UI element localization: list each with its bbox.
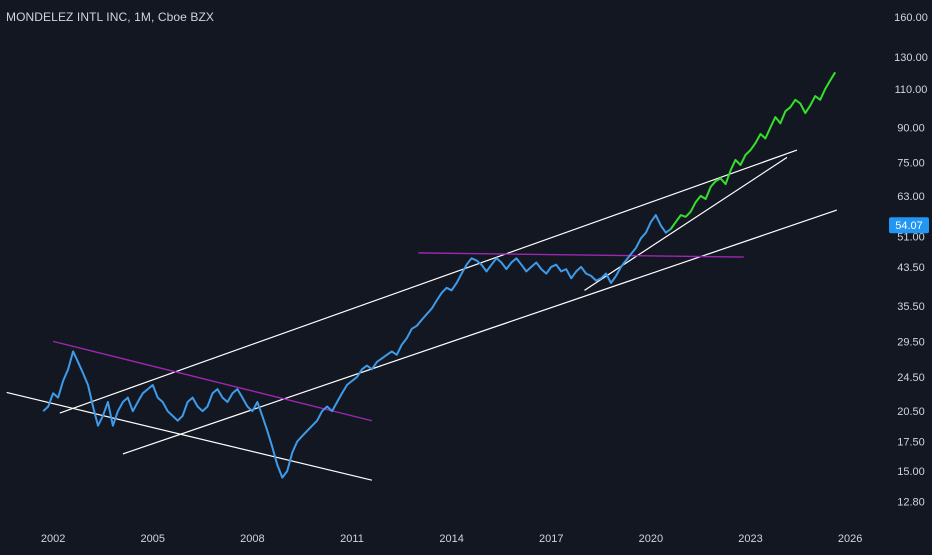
last-price-label: 54.07: [895, 220, 923, 232]
channel-lower-bound-line[interactable]: [122, 209, 838, 455]
y-tick-label: 160.00: [894, 12, 928, 24]
x-tick-label: 2017: [539, 533, 563, 545]
y-tick-label: 51.00: [897, 231, 925, 243]
last-price-badge: [889, 217, 929, 234]
projection-series-line[interactable]: [669, 71, 837, 230]
x-tick-label: 2026: [838, 533, 862, 545]
last-price-badge-layer: 54.07: [889, 217, 929, 234]
resistance-2013-2022-line[interactable]: [418, 252, 744, 258]
channel-lower-support-line[interactable]: [6, 391, 373, 481]
y-tick-label: 12.80: [897, 496, 925, 508]
y-tick-label: 17.50: [897, 436, 925, 448]
x-tick-label: 2020: [639, 533, 663, 545]
y-tick-label: 43.50: [897, 262, 925, 274]
x-tick-label: 2011: [340, 533, 364, 545]
x-tick-label: 2008: [240, 533, 264, 545]
y-tick-label: 75.00: [897, 157, 925, 169]
channel-upper-support-line[interactable]: [59, 149, 798, 414]
price-series-line[interactable]: [42, 214, 672, 479]
chart-title: MONDELEZ INTL INC, 1M, Cboe BZX: [6, 10, 215, 24]
y-tick-label: 90.00: [897, 123, 925, 135]
trendlines-layer: [6, 149, 838, 481]
series-layer: [42, 71, 837, 479]
resistance-2002-2011-line[interactable]: [52, 340, 373, 422]
y-tick-label: 110.00: [895, 84, 928, 96]
y-tick-label: 63.00: [897, 191, 925, 203]
y-tick-label: 130.00: [894, 52, 928, 64]
steep-support-line[interactable]: [584, 156, 788, 291]
x-tick-label: 2002: [41, 533, 65, 545]
x-tick-label: 2005: [141, 533, 165, 545]
time-axis[interactable]: 2002 2005 2008 2011 2014 2017 2020 2023 2026: [41, 533, 862, 545]
x-tick-label: 2023: [738, 533, 762, 545]
y-tick-label: 20.50: [897, 406, 925, 418]
y-tick-label: 35.50: [897, 301, 925, 313]
x-tick-label: 2014: [439, 533, 463, 545]
y-tick-label: 15.00: [897, 466, 925, 478]
price-axis[interactable]: 12.80 15.00 17.50 20.50 24.50 29.50 35.50 43.50…: [894, 12, 928, 508]
y-tick-label: 24.50: [897, 372, 925, 384]
y-tick-label: 29.50: [897, 336, 925, 348]
